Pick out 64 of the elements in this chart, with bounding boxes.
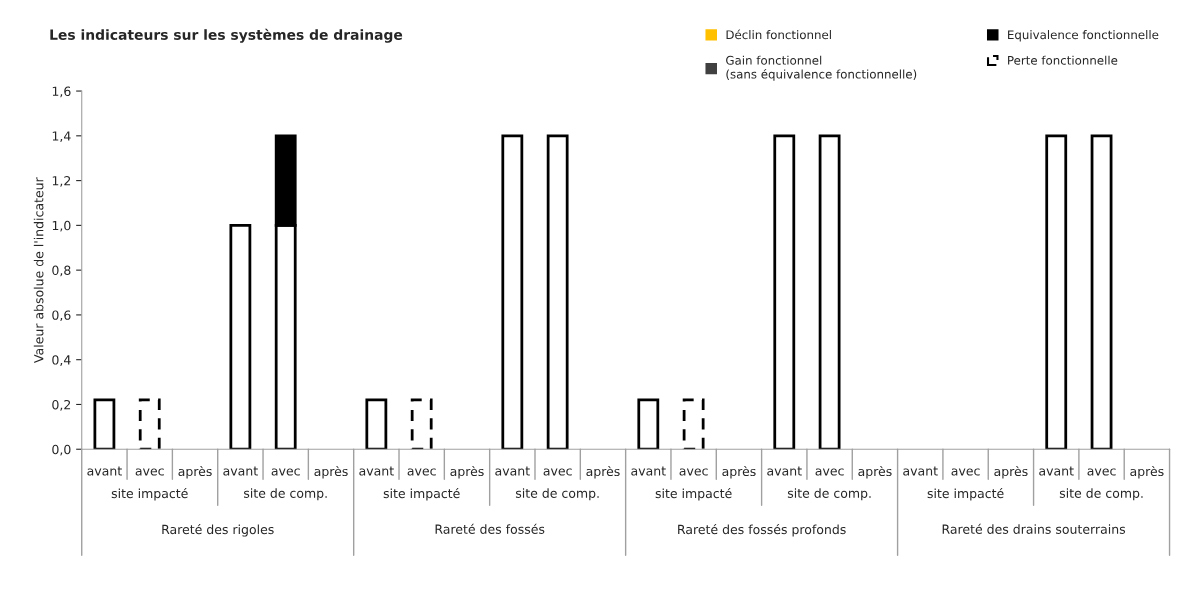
x-tick-label: avant: [223, 466, 258, 476]
text: Rareté des fossés profonds: [678, 523, 846, 537]
text: Rareté des rigoles: [162, 523, 274, 537]
bar: [1090, 134, 1113, 450]
text: site impacté: [927, 487, 1004, 501]
x-tick-label: avant: [1039, 466, 1074, 476]
y-tick-label: 0,6: [52, 310, 71, 322]
text: Rareté des drains souterrains: [942, 523, 1126, 534]
text: Rareté des fossés: [435, 523, 545, 534]
legend-label: Gain fonctionnel (sans équivalence fonctionnelle): [726, 55, 917, 81]
bar: [637, 398, 660, 450]
bar: [410, 398, 433, 450]
legend-label: Déclin fonctionnel: [726, 29, 831, 40]
x-tick-label: après: [314, 465, 348, 479]
y-tick-label: 0,8: [52, 265, 71, 277]
bar: [229, 223, 252, 450]
text: site de comp.: [787, 488, 871, 501]
y-tick-label: 0,2: [52, 399, 71, 411]
x-tick-label: avec: [543, 468, 572, 476]
y-tick-label: 1,2: [52, 176, 71, 187]
text: site impacté: [111, 487, 188, 501]
y-axis-title: Valeur absolue de l'indicateur: [33, 177, 44, 363]
x-tick-label: après: [994, 465, 1028, 479]
x-tick-label: après: [722, 465, 756, 479]
bar: [546, 134, 569, 450]
legend-label: Equivalence fonctionnelle: [1008, 30, 1159, 42]
x-tick-label: avant: [767, 466, 802, 476]
x-tick-label: après: [178, 465, 212, 479]
bar: [138, 398, 161, 450]
bar: [1045, 134, 1068, 450]
x-tick-label: avant: [495, 466, 530, 476]
text: site de comp.: [244, 488, 327, 501]
x-tick-label: après: [1130, 465, 1164, 479]
text: site impacté: [655, 487, 732, 501]
y-tick-label: 0,0: [52, 444, 71, 456]
x-tick-label: avec: [815, 468, 844, 476]
y-tick-label: 1,6: [52, 86, 71, 98]
text: site impacté: [383, 487, 460, 501]
x-tick-label: avec: [271, 468, 300, 476]
x-tick-label: avec: [951, 468, 980, 476]
bar: [773, 134, 796, 450]
bar: [365, 398, 388, 450]
x-tick-label: avant: [903, 466, 938, 476]
x-tick-label: avec: [407, 468, 436, 476]
text: site de comp.: [1059, 488, 1143, 501]
text: site de comp.: [515, 488, 599, 501]
chart-title: Les indicateurs sur les systèmes de drainage: [50, 28, 403, 43]
bar: [501, 134, 524, 450]
y-tick-label: 0,4: [52, 355, 71, 366]
x-tick-label: avec: [1087, 468, 1116, 476]
x-tick-label: avec: [135, 468, 164, 476]
bar: [818, 134, 841, 450]
x-tick-label: après: [450, 465, 484, 479]
y-tick-label: 1,4: [52, 131, 71, 143]
bar: [93, 398, 116, 450]
x-tick-label: après: [858, 465, 892, 479]
x-tick-label: après: [586, 465, 620, 479]
x-tick-label: avec: [679, 468, 708, 476]
bar: [682, 398, 705, 450]
legend-label: Perte fonctionnelle: [1008, 55, 1118, 65]
x-tick-label: avant: [631, 466, 666, 476]
x-tick-label: avant: [87, 466, 122, 476]
y-tick-label: 1,0: [52, 220, 71, 232]
x-tick-label: avant: [359, 466, 394, 476]
